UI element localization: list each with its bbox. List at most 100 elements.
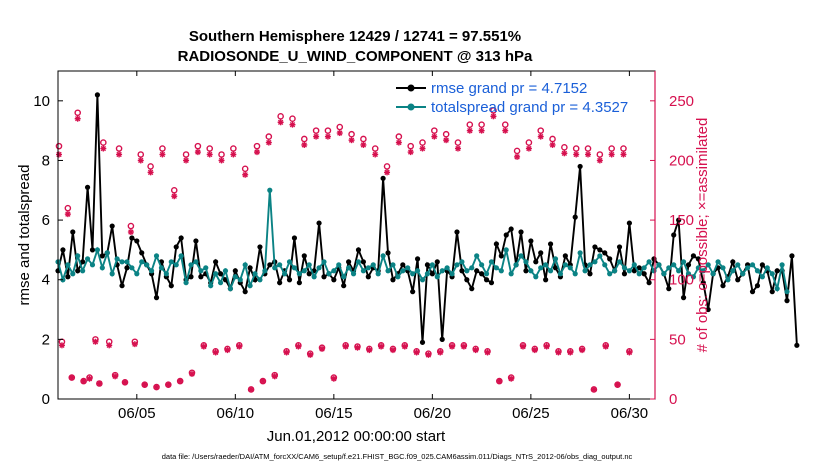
totalspread-point — [134, 271, 140, 277]
rmse-point — [602, 250, 608, 256]
rmse-point — [429, 271, 435, 277]
obs-assimilated-point — [614, 381, 621, 388]
obs-assimilated-point — [188, 370, 195, 377]
rmse-point — [257, 244, 263, 250]
rmse-point — [341, 283, 347, 289]
totalspread-point — [597, 253, 603, 259]
obs-assimilated-point — [277, 119, 284, 126]
obs-assimilated-point — [96, 380, 103, 387]
totalspread-point — [730, 268, 736, 274]
rmse-point — [390, 277, 396, 283]
totalspread-point — [222, 268, 229, 274]
obs-assimilated-point — [271, 373, 278, 380]
totalspread-point — [203, 265, 209, 271]
totalspread-point — [552, 256, 559, 262]
totalspread-point — [198, 268, 204, 274]
rmse-point — [607, 256, 613, 262]
totalspread-point — [616, 259, 623, 265]
totalspread-point — [582, 268, 588, 274]
obs-assimilated-point — [100, 145, 107, 152]
totalspread-point — [301, 268, 307, 274]
totalspread-point — [464, 268, 470, 274]
obs-assimilated-point — [555, 349, 562, 356]
totalspread-point — [360, 268, 366, 274]
y-right-tick-label: 150 — [669, 212, 694, 229]
rmse-point — [217, 271, 224, 277]
rmse-point — [735, 277, 741, 283]
obs-assimilated-point — [561, 150, 568, 157]
obs-possible-point — [466, 121, 474, 128]
rmse-point — [483, 277, 490, 283]
obs-possible-point — [289, 115, 296, 123]
obs-assimilated-point — [585, 151, 592, 158]
totalspread-point — [321, 259, 327, 265]
rmse-point — [242, 289, 248, 295]
rmse-point — [690, 253, 697, 259]
totalspread-point — [710, 271, 716, 277]
rmse-point — [469, 286, 475, 292]
rmse-point — [410, 289, 416, 295]
totalspread-point — [193, 259, 199, 265]
rmse-point — [439, 336, 445, 342]
y-axis-right-label: # of obs: o=possible; ×=assimilated — [694, 118, 711, 353]
obs-possible-point — [478, 121, 485, 128]
rmse-point — [400, 262, 406, 268]
rmse-point — [301, 253, 307, 259]
rmse-point — [705, 306, 711, 313]
obs-assimilated-point — [360, 141, 367, 148]
totalspread-point — [454, 262, 460, 268]
totalspread-point — [720, 265, 726, 271]
rmse-point — [80, 259, 86, 265]
obs-assimilated-point — [194, 149, 201, 156]
rmse-point — [597, 247, 603, 253]
obs-possible-point — [170, 186, 178, 194]
rmse-point — [464, 277, 470, 283]
rmse-point — [346, 259, 352, 265]
rmse-point — [695, 256, 701, 262]
totalspread-point — [227, 286, 234, 292]
totalspread-point — [286, 259, 293, 265]
rmse-point — [385, 250, 391, 256]
totalspread-point — [459, 259, 465, 265]
x-tick-label: 06/25 — [512, 405, 550, 422]
totalspread-point — [444, 265, 450, 271]
obs-assimilated-point — [336, 130, 343, 137]
rmse-point — [173, 244, 179, 250]
obs-possible-point — [513, 147, 521, 155]
totalspread-point — [533, 274, 539, 280]
totalspread-point — [306, 262, 312, 268]
rmse-point — [759, 262, 765, 268]
totalspread-point — [543, 262, 549, 268]
totalspread-point — [188, 262, 194, 268]
totalspread-point — [557, 271, 564, 277]
obs-possible-point — [115, 145, 123, 152]
rmse-point — [720, 283, 726, 289]
rmse-point — [488, 280, 495, 286]
obs-assimilated-point — [254, 149, 260, 156]
obs-assimilated-point — [342, 343, 349, 350]
obs-possible-point — [537, 127, 545, 134]
rmse-point — [794, 342, 800, 348]
obs-possible-point — [407, 142, 414, 150]
obs-possible-point — [383, 163, 391, 170]
totalspread-point — [779, 262, 785, 268]
totalspread-point — [163, 271, 169, 277]
totalspread-point — [508, 271, 514, 277]
obs-assimilated-point — [579, 347, 586, 354]
obs-possible-point — [265, 133, 273, 140]
obs-assimilated-point — [389, 347, 396, 354]
obs-assimilated-point — [127, 229, 134, 236]
x-tick-label: 06/10 — [217, 405, 255, 422]
obs-assimilated-point — [519, 343, 526, 350]
totalspread-point — [503, 247, 509, 253]
x-tick-label: 06/30 — [611, 405, 649, 422]
obs-possible-point — [596, 151, 604, 158]
obs-assimilated-point — [407, 149, 414, 156]
rmse-point — [543, 277, 549, 283]
rmse-point — [277, 280, 283, 286]
rmse-point — [153, 295, 160, 301]
totalspread-point — [434, 274, 440, 280]
obs-assimilated-point — [478, 127, 485, 134]
obs-assimilated-point — [183, 157, 190, 164]
obs-assimilated-point — [64, 211, 71, 218]
